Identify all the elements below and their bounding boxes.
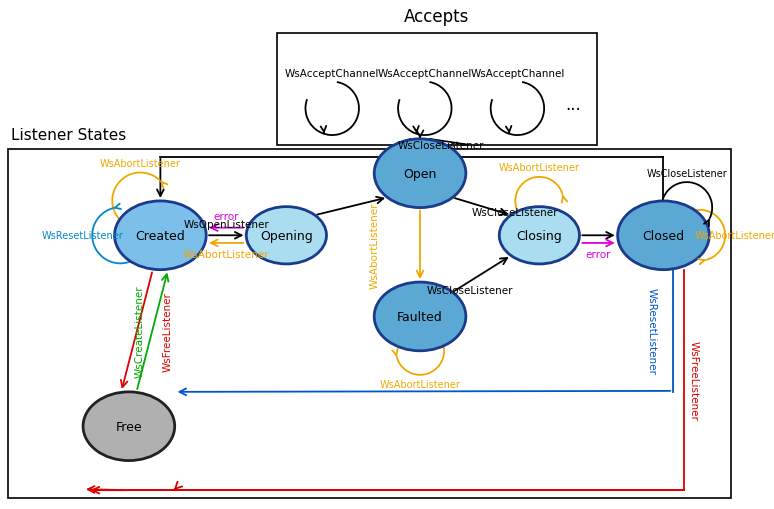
Text: WsAbortListener: WsAbortListener [183,250,269,260]
Text: WsAcceptChannel: WsAcceptChannel [285,69,379,79]
Text: Faulted: Faulted [397,310,443,323]
Text: WsResetListener: WsResetListener [647,288,657,375]
Text: WsAbortListener: WsAbortListener [694,231,774,241]
Text: WsAbortListener: WsAbortListener [100,159,181,168]
Text: WsCloseListener: WsCloseListener [471,207,558,217]
Text: Closed: Closed [642,230,684,242]
Bar [8,150,731,498]
Text: Accepts: Accepts [404,8,470,26]
Ellipse shape [618,202,709,270]
Ellipse shape [374,139,466,208]
Text: Listener States: Listener States [12,127,127,143]
Text: WsCloseListener: WsCloseListener [427,286,513,296]
Text: WsFreeListener: WsFreeListener [689,341,699,420]
Ellipse shape [83,392,175,461]
Ellipse shape [499,207,580,264]
Ellipse shape [115,202,206,270]
Text: Closing: Closing [516,230,562,242]
Text: Free: Free [115,420,142,433]
Text: WsAcceptChannel: WsAcceptChannel [378,69,472,79]
Text: WsAbortListener: WsAbortListener [499,163,580,173]
Text: WsAcceptChannel: WsAcceptChannel [471,69,564,79]
Text: WsAbortListener: WsAbortListener [379,380,461,389]
Text: ...: ... [565,95,580,114]
Ellipse shape [374,282,466,351]
Text: WsCloseListener: WsCloseListener [646,168,727,178]
Ellipse shape [246,207,327,264]
Text: WsAbortListener: WsAbortListener [369,202,379,289]
Text: Created: Created [135,230,185,242]
Text: WsOpenListener: WsOpenListener [183,219,269,230]
Text: WsFreeListener: WsFreeListener [163,291,173,371]
Text: WsCreateListener: WsCreateListener [135,285,145,377]
Text: Open: Open [403,167,437,180]
Bar [277,34,597,145]
Text: error: error [586,250,611,260]
Text: Opening: Opening [260,230,313,242]
Text: WsCloseListener: WsCloseListener [397,141,484,151]
Text: error: error [214,212,239,222]
Text: WsResetListener: WsResetListener [42,231,124,241]
